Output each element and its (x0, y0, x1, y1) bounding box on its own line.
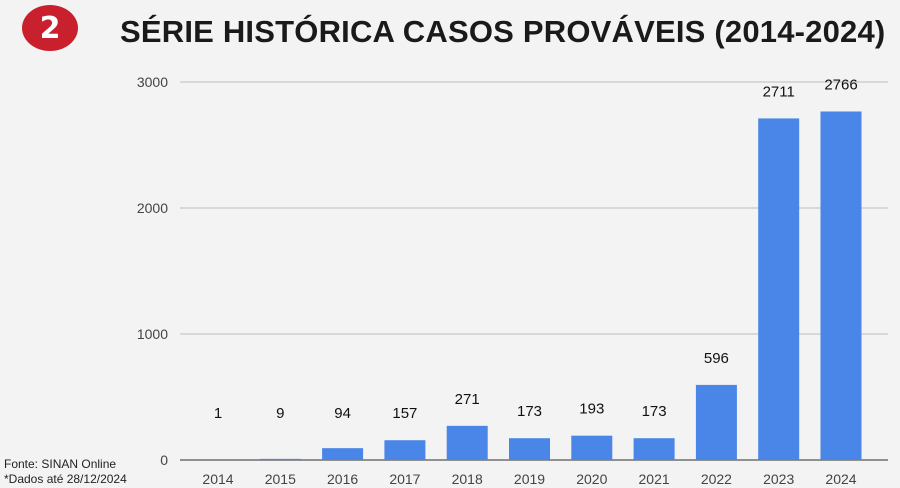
section-number-badge: 2 (22, 5, 78, 51)
y-tick-label: 1000 (137, 326, 168, 342)
y-tick-label: 0 (160, 452, 168, 468)
bar (571, 435, 613, 460)
data-label: 271 (455, 391, 480, 408)
data-label: 157 (392, 405, 417, 422)
bar (322, 448, 364, 460)
x-tick-label: 2022 (701, 471, 732, 487)
data-label: 2766 (824, 76, 857, 93)
source-text: Fonte: SINAN Online (4, 457, 117, 471)
bar (509, 438, 550, 460)
x-tick-label: 2021 (639, 471, 670, 487)
data-label: 596 (704, 350, 729, 367)
y-tick-label: 2000 (137, 200, 168, 216)
x-tick-label: 2023 (763, 471, 794, 487)
section-number: 2 (39, 10, 61, 46)
bar (820, 111, 862, 460)
x-tick-label: 2016 (327, 471, 358, 487)
bar (695, 384, 737, 460)
data-label: 9 (276, 405, 284, 422)
data-label: 173 (517, 403, 542, 420)
x-tick-label: 2024 (825, 471, 856, 487)
data-label: 173 (642, 403, 667, 420)
date-note: *Dados até 28/12/2024 (4, 472, 127, 486)
bar (384, 440, 426, 460)
data-label: 193 (579, 401, 604, 418)
x-tick-label: 2017 (389, 471, 420, 487)
x-tick-label: 2019 (514, 471, 545, 487)
chart-title: SÉRIE HISTÓRICA CASOS PROVÁVEIS (2014-20… (120, 14, 886, 49)
data-label: 2711 (763, 83, 795, 100)
y-tick-label: 3000 (137, 74, 168, 90)
bar (446, 425, 488, 460)
x-axis: 2014 2015 2016 2017 2018 2019 2020 2021 2022 2023… (202, 471, 856, 487)
bar (633, 438, 675, 460)
data-labels: 1 9 94 157 271 173 193 173 596 2711 2766 (214, 76, 858, 422)
data-label: 1 (214, 405, 222, 422)
x-tick-label: 2018 (452, 471, 483, 487)
bar (259, 458, 301, 460)
x-tick-label: 2014 (202, 471, 233, 487)
bars (259, 111, 862, 460)
x-tick-label: 2020 (576, 471, 607, 487)
source-note: Fonte: SINAN Online *Dados até 28/12/202… (4, 457, 127, 487)
x-tick-label: 2015 (265, 471, 296, 487)
y-axis: 0 1000 2000 3000 (137, 74, 168, 468)
bar (758, 118, 800, 460)
data-label: 94 (334, 405, 351, 422)
